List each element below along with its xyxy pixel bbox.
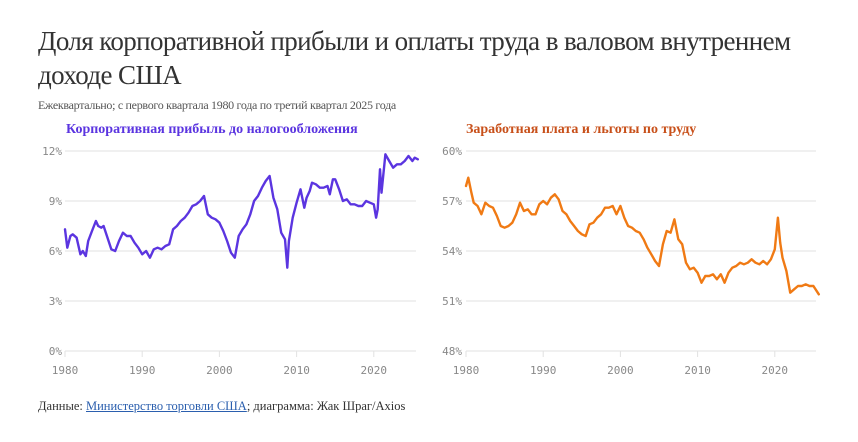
x-tick-label: 2010 bbox=[684, 364, 711, 377]
page-title: Доля корпоративной прибыли и оплаты труд… bbox=[38, 26, 791, 90]
x-tick-label: 2000 bbox=[206, 364, 233, 377]
y-tick-label: 48% bbox=[442, 345, 462, 358]
y-tick-label: 12% bbox=[42, 145, 62, 158]
x-tick-label: 2000 bbox=[607, 364, 634, 377]
y-tick-label: 9% bbox=[49, 195, 63, 208]
y-tick-label: 51% bbox=[442, 295, 462, 308]
labor-line-chart: 48% 51% 54% 57% 60% 1980 1990 2000 2010 2020 bbox=[442, 145, 820, 377]
x-tick-label: 2020 bbox=[762, 364, 789, 377]
x-tick-label: 1990 bbox=[129, 364, 156, 377]
x-tick-label: 1990 bbox=[530, 364, 557, 377]
profits-line-chart: 0% 3% 6% 9% 12% 1980 1990 2000 2010 2020 bbox=[42, 145, 419, 377]
y-tick-label: 6% bbox=[49, 245, 63, 258]
profits-chart-title: Корпоративная прибыль до налогообложения bbox=[66, 122, 358, 137]
chart-subtitle: Ежеквартально; с первого квартала 1980 г… bbox=[38, 98, 396, 112]
series-line bbox=[464, 176, 820, 296]
y-tick-label: 0% bbox=[49, 345, 63, 358]
y-tick-label: 3% bbox=[49, 295, 63, 308]
source-link[interactable]: Министерство торговли США bbox=[86, 399, 247, 413]
y-tick-label: 57% bbox=[442, 195, 462, 208]
x-tick-label: 1980 bbox=[52, 364, 79, 377]
credit-suffix: ; диаграмма: Жак Шраг/Axios bbox=[246, 399, 406, 413]
y-tick-label: 60% bbox=[442, 145, 462, 158]
labor-chart-title: Заработная плата и льготы по труду bbox=[466, 122, 697, 137]
x-tick-label: 1980 bbox=[453, 364, 480, 377]
x-tick-label: 2010 bbox=[283, 364, 310, 377]
x-tick-label: 2020 bbox=[361, 364, 388, 377]
series-line bbox=[63, 153, 419, 269]
y-tick-label: 54% bbox=[442, 245, 462, 258]
source-prefix: Данные: bbox=[38, 399, 86, 413]
source-credit: Данные: Министерство торговли США; диагр… bbox=[38, 399, 405, 414]
